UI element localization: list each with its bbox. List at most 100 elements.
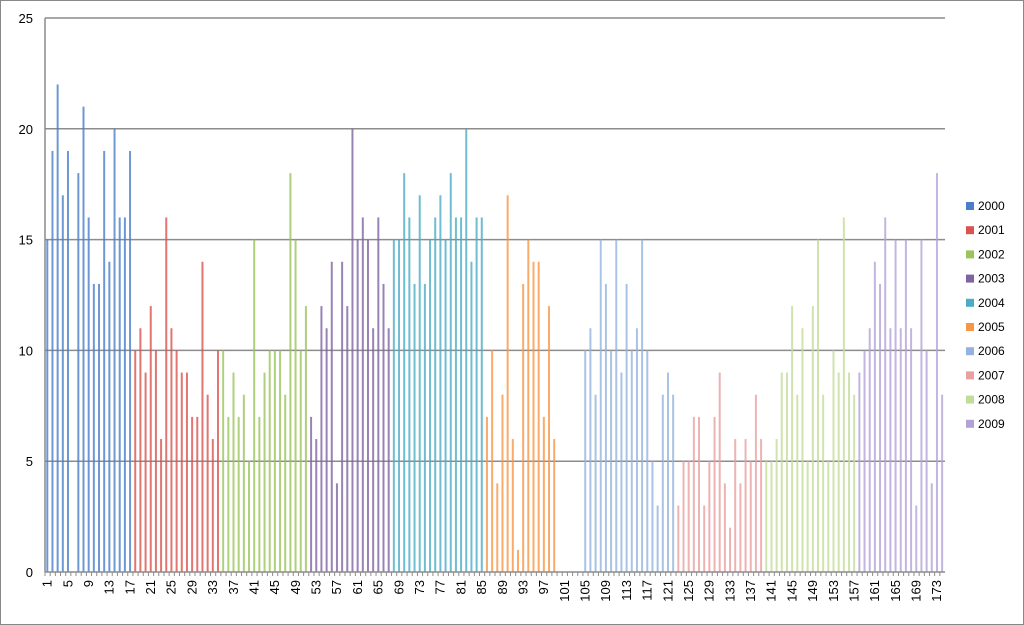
bar-2006-121 (666, 372, 669, 572)
bar-2006-122 (672, 394, 675, 572)
legend-swatch (966, 274, 974, 283)
bar-2009-158 (858, 372, 861, 572)
bar-2007-126 (692, 416, 695, 572)
bar-2001-30 (196, 416, 199, 572)
bar-2009-172 (930, 483, 933, 572)
bar-2002-46 (279, 350, 282, 572)
y-tick-label: 5 (26, 454, 33, 469)
bar-2004-75 (429, 239, 432, 572)
bar-2008-148 (806, 461, 809, 572)
bar-2002-35 (222, 350, 225, 572)
bar-2000-16 (123, 217, 126, 572)
bar-2006-110 (610, 350, 613, 572)
bar-2004-79 (449, 173, 452, 572)
x-tick-label: 73 (412, 580, 427, 594)
bar-2001-21 (149, 306, 152, 572)
legend-label: 2003 (978, 272, 1005, 286)
bar-2008-142 (775, 439, 778, 572)
bar-2005-90 (506, 195, 509, 572)
legend: 2000 2001 2002 2003 2004 2005 2006 2007 2008 2009 (966, 199, 1005, 431)
bar-2001-23 (160, 439, 163, 572)
legend-swatch (966, 298, 974, 307)
legend-label: 2005 (978, 320, 1005, 334)
bar-2003-67 (387, 328, 390, 572)
x-tick-label: 89 (495, 580, 510, 594)
x-tick-label: 41 (246, 580, 261, 594)
x-tick-label: 113 (619, 580, 634, 601)
bar-2007-134 (734, 439, 737, 572)
legend-label: 2006 (978, 344, 1005, 358)
legend-swatch (966, 250, 974, 259)
bar-2002-42 (258, 416, 261, 572)
bar-2009-161 (873, 261, 876, 572)
bar-2000-4 (61, 195, 64, 572)
bar-2007-137 (749, 461, 752, 572)
x-tick-label: 101 (557, 580, 572, 602)
bar-2007-129 (708, 461, 711, 572)
x-tick-label: 153 (826, 580, 841, 602)
legend-label: 2000 (978, 199, 1005, 213)
bar-2003-65 (377, 217, 380, 572)
x-tick-label: 17 (122, 580, 137, 594)
bar-2006-105 (584, 350, 587, 572)
x-tick-label: 81 (453, 580, 468, 594)
bar-2001-31 (201, 261, 204, 572)
x-tick-label: 133 (722, 580, 737, 602)
x-tick-label: 33 (205, 580, 220, 594)
bar-2009-162 (879, 283, 882, 572)
bar-2001-28 (185, 372, 188, 572)
bar-2008-154 (837, 372, 840, 572)
bar-2003-56 (330, 261, 333, 572)
bar-2008-149 (811, 306, 814, 572)
bar-2001-24 (165, 217, 168, 572)
bar-2002-40 (248, 461, 251, 572)
x-tick-label: 77 (433, 580, 448, 594)
bar-2000-8 (82, 106, 85, 572)
bar-2007-133 (729, 527, 732, 572)
bar-2003-61 (356, 239, 359, 572)
x-tick-label: 121 (660, 580, 675, 602)
x-tick-label: 49 (288, 580, 303, 594)
legend-label: 2002 (978, 247, 1005, 261)
x-tick-label: 93 (515, 580, 530, 594)
bar-2005-87 (491, 350, 494, 572)
x-tick-label: 21 (143, 580, 158, 594)
bar-2008-155 (842, 217, 845, 572)
bar-2002-43 (263, 372, 266, 572)
bar-2002-36 (227, 416, 230, 572)
bar-2008-151 (822, 394, 825, 572)
x-tick-label: 61 (350, 580, 365, 594)
bar-2004-76 (434, 217, 437, 572)
bar-2002-39 (242, 394, 245, 572)
bar-2000-9 (87, 217, 90, 572)
bar-2001-19 (139, 328, 142, 572)
bar-2000-7 (77, 173, 80, 572)
bar-2002-49 (294, 239, 297, 572)
bar-2007-123 (677, 505, 680, 572)
x-tick-label: 57 (329, 580, 344, 594)
bar-2004-74 (423, 283, 426, 572)
bar-2002-41 (253, 239, 256, 572)
bar-2003-55 (325, 328, 328, 572)
bar-2001-22 (154, 350, 157, 572)
bar-2005-93 (522, 283, 525, 572)
bar-2005-98 (548, 306, 551, 572)
bar-2006-115 (635, 328, 638, 572)
x-tick-label: 53 (309, 580, 324, 594)
y-tick-label: 10 (19, 343, 33, 358)
bar-2009-166 (899, 328, 902, 572)
x-tick-label: 157 (846, 580, 861, 602)
bar-2000-13 (108, 261, 111, 572)
x-tick-label: 161 (867, 580, 882, 602)
x-tick-label: 173 (929, 580, 944, 602)
bar-2004-85 (480, 217, 483, 572)
bar-2000-14 (113, 128, 116, 573)
bar-2004-73 (418, 195, 421, 572)
x-tick-label: 65 (371, 580, 386, 594)
bar-2007-124 (682, 461, 685, 572)
legend-label: 2001 (978, 223, 1005, 237)
x-tick-label: 85 (474, 580, 489, 594)
bar-2006-109 (604, 283, 607, 572)
